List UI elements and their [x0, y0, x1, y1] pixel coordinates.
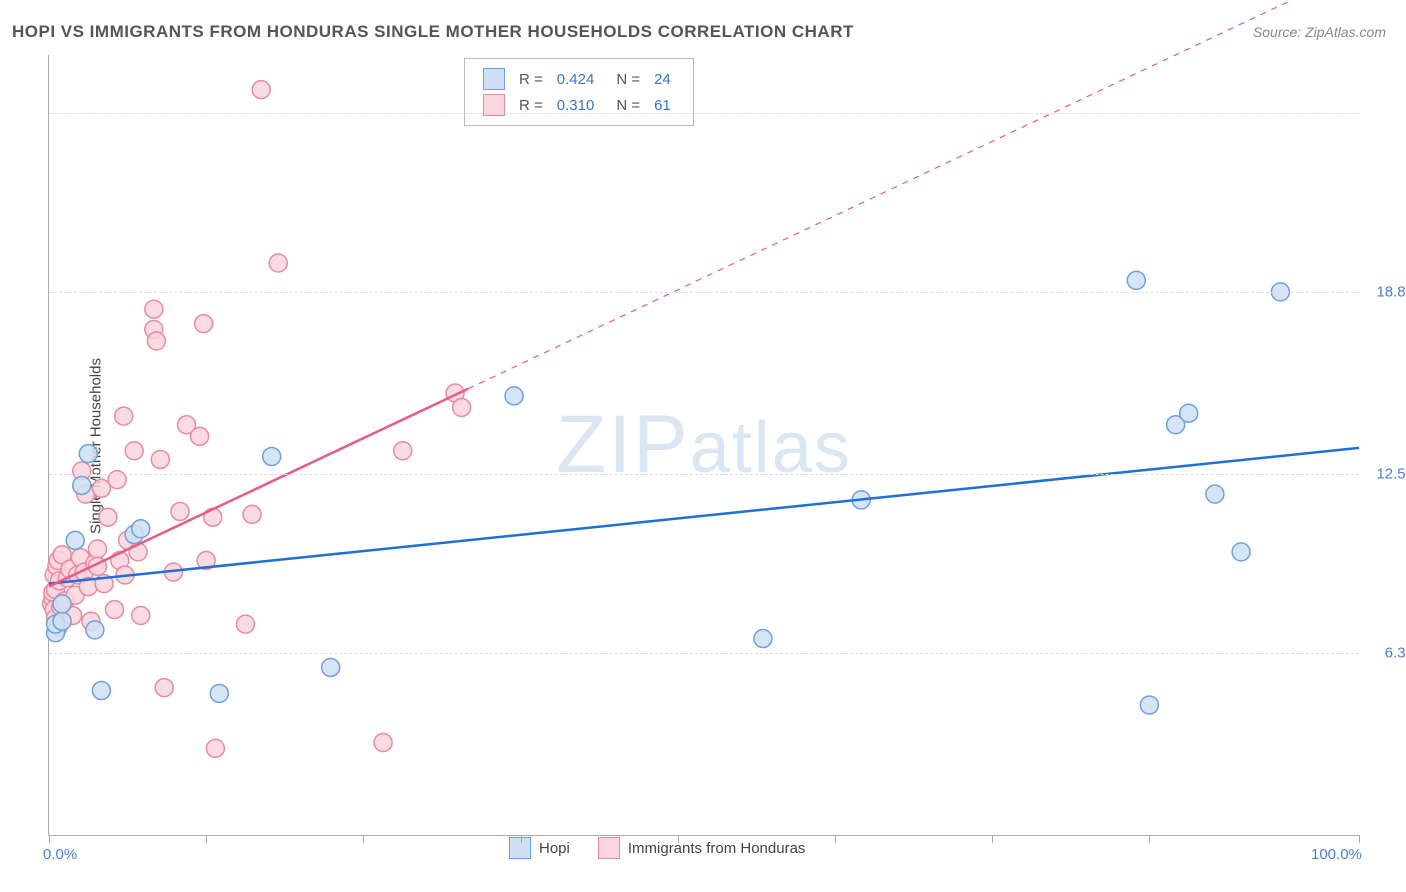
data-point: [1180, 404, 1198, 422]
data-point: [151, 450, 169, 468]
legend-series-label: Immigrants from Honduras: [628, 840, 806, 857]
x-tick-label: 0.0%: [43, 846, 77, 863]
data-point: [86, 621, 104, 639]
x-tick: [992, 835, 993, 843]
data-point: [453, 398, 471, 416]
legend-stats-table: R =0.424N =24R =0.310N =61: [475, 65, 679, 119]
data-point: [88, 540, 106, 558]
data-point: [53, 612, 71, 630]
gridline: [49, 113, 1359, 114]
data-point: [132, 606, 150, 624]
data-point: [79, 445, 97, 463]
legend-r-label: R =: [513, 67, 549, 91]
data-point: [505, 387, 523, 405]
data-point: [1206, 485, 1224, 503]
x-tick: [49, 835, 50, 843]
data-point: [263, 448, 281, 466]
x-tick: [835, 835, 836, 843]
data-point: [145, 300, 163, 318]
data-point: [125, 442, 143, 460]
data-point: [237, 615, 255, 633]
y-tick-label: 6.3%: [1385, 645, 1406, 662]
data-point: [1140, 696, 1158, 714]
data-point: [92, 682, 110, 700]
data-point: [243, 505, 261, 523]
y-tick-label: 12.5%: [1376, 465, 1406, 482]
plot-area: ZIPatlas R =0.424N =24R =0.310N =61 Hopi…: [48, 55, 1359, 836]
data-point: [269, 254, 287, 272]
data-point: [322, 658, 340, 676]
x-tick: [678, 835, 679, 843]
x-tick: [363, 835, 364, 843]
data-point: [115, 407, 133, 425]
source-label: Source: ZipAtlas.com: [1253, 24, 1386, 40]
x-tick: [1149, 835, 1150, 843]
data-point: [66, 531, 84, 549]
data-point: [73, 476, 91, 494]
data-point: [99, 508, 117, 526]
data-point: [206, 739, 224, 757]
data-point: [155, 679, 173, 697]
legend-swatch: [483, 68, 505, 90]
data-point: [1232, 543, 1250, 561]
data-point: [754, 630, 772, 648]
data-point: [132, 520, 150, 538]
gridline: [49, 653, 1359, 654]
legend-swatch: [598, 837, 620, 859]
data-point: [191, 427, 209, 445]
x-tick: [521, 835, 522, 843]
chart-title: HOPI VS IMMIGRANTS FROM HONDURAS SINGLE …: [12, 22, 854, 42]
data-point: [252, 81, 270, 99]
data-point: [210, 684, 228, 702]
x-tick: [1359, 835, 1360, 843]
data-point: [195, 315, 213, 333]
legend-series-item: Hopi: [509, 837, 570, 859]
gridline: [49, 292, 1359, 293]
data-point: [53, 595, 71, 613]
data-point: [394, 442, 412, 460]
legend-n-value: 24: [648, 67, 677, 91]
x-tick: [206, 835, 207, 843]
legend-series-item: Immigrants from Honduras: [598, 837, 806, 859]
data-point: [374, 734, 392, 752]
data-point: [147, 332, 165, 350]
legend-series-label: Hopi: [539, 840, 570, 857]
data-point: [106, 601, 124, 619]
gridline: [49, 474, 1359, 475]
data-point: [1127, 271, 1145, 289]
y-tick-label: 18.8%: [1376, 283, 1406, 300]
legend-stats-row: R =0.424N =24: [477, 67, 677, 91]
chart-svg: [49, 55, 1359, 835]
legend-r-value: 0.424: [551, 67, 601, 91]
legend-n-label: N =: [602, 67, 646, 91]
legend-series: Hopi Immigrants from Honduras: [509, 837, 833, 863]
legend-stats: R =0.424N =24R =0.310N =61: [464, 58, 694, 126]
data-point: [171, 502, 189, 520]
x-tick-label: 100.0%: [1311, 846, 1362, 863]
